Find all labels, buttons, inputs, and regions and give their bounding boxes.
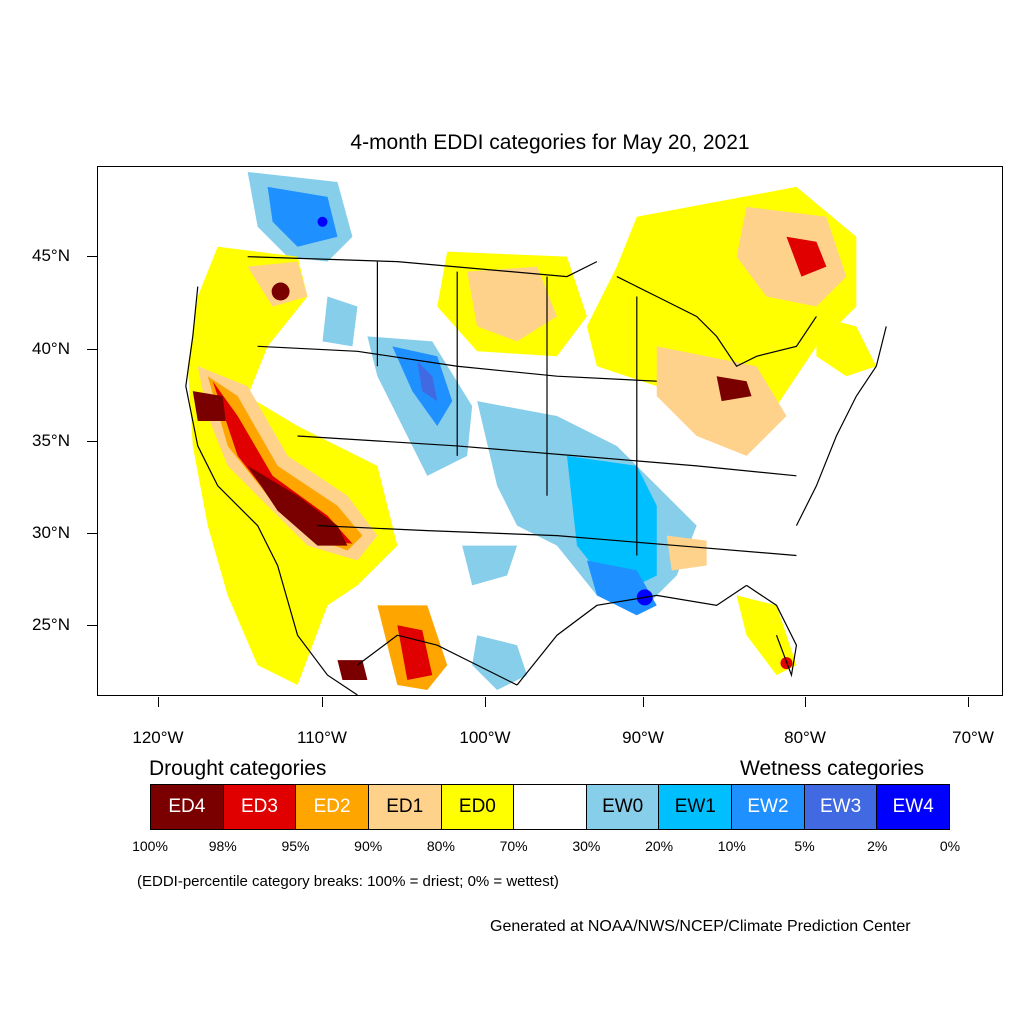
- lat-label-30: 30°N: [32, 523, 70, 542]
- legend-break-label: 90%: [354, 838, 383, 854]
- lat-tick: [87, 533, 97, 535]
- lon-label-100: 100°W: [459, 728, 511, 747]
- legend-note: (EDDI-percentile category breaks: 100% =…: [137, 873, 559, 890]
- legend-break-label: 10%: [717, 838, 746, 854]
- legend-break-label: 0%: [939, 838, 961, 854]
- wetness-heading: Wetness categories: [740, 757, 925, 780]
- legend-break-label: 30%: [572, 838, 601, 854]
- lon-tick: [968, 697, 970, 707]
- lat-tick: [87, 441, 97, 443]
- lon-label-120: 120°W: [132, 728, 184, 747]
- legend-break-label: 80%: [426, 838, 455, 854]
- lat-tick: [87, 349, 97, 351]
- legend-swatch-ed0: ED0: [441, 785, 515, 829]
- lat-tick: [87, 256, 97, 258]
- lon-tick: [643, 697, 645, 707]
- lat-label-35: 35°N: [32, 431, 70, 450]
- legend-break-label: 2%: [867, 838, 888, 854]
- legend-break-label: 70%: [499, 838, 528, 854]
- lon-tick: [158, 697, 160, 707]
- map-title: 4-month EDDI categories for May 20, 2021: [350, 131, 750, 154]
- legend-break-label: 5%: [794, 838, 815, 854]
- lon-tick: [805, 697, 807, 707]
- boundaries: [185, 256, 887, 695]
- legend-break-label: 98%: [208, 838, 237, 854]
- legend-swatch-ew0: EW0: [586, 785, 660, 829]
- lat-tick: [87, 625, 97, 627]
- legend-swatch-ed1: ED1: [368, 785, 442, 829]
- legend-swatch-ed4: ED4: [151, 785, 224, 829]
- lat-label-40: 40°N: [32, 339, 70, 358]
- legend-bar: ED4 ED3 ED2 ED1 ED0 EW0 EW1 EW2 EW3 EW4: [150, 784, 950, 830]
- lat-label-25: 25°N: [32, 615, 70, 634]
- lat-label-45: 45°N: [32, 246, 70, 265]
- lon-tick: [485, 697, 487, 707]
- lon-tick: [322, 697, 324, 707]
- eddi-map: [97, 166, 1003, 696]
- legend-break-label: 100%: [132, 838, 168, 854]
- legend-swatch-ew2: EW2: [732, 785, 805, 829]
- legend-swatch-ew3: EW3: [804, 785, 878, 829]
- lon-label-90: 90°W: [622, 728, 664, 747]
- legend-break-label: 95%: [281, 838, 310, 854]
- lon-label-110: 110°W: [297, 728, 347, 747]
- credit-line: Generated at NOAA/NWS/NCEP/Climate Predi…: [490, 918, 911, 935]
- legend-break-label: 20%: [645, 838, 674, 854]
- legend-swatch-ew1: EW1: [659, 785, 733, 829]
- legend-swatch-ew4: EW4: [877, 785, 950, 829]
- legend-swatch-neutral: [514, 785, 587, 829]
- map-canvas: [185, 171, 887, 695]
- lon-label-80: 80°W: [784, 728, 826, 747]
- lon-label-70: 70°W: [952, 728, 994, 747]
- legend-swatch-ed3: ED3: [223, 785, 297, 829]
- drought-heading: Drought categories: [149, 757, 327, 780]
- legend-swatch-ed2: ED2: [296, 785, 369, 829]
